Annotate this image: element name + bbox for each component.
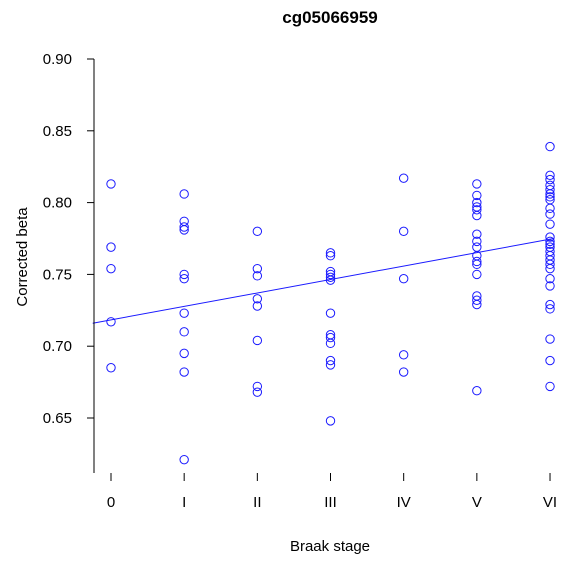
data-point [325,269,336,280]
data-point [545,355,555,366]
x-axis-ticks: 0 I II III IV V VI [107,473,557,511]
data-point [252,381,263,392]
x-tick-label: 0 [107,494,115,511]
data-point [545,274,555,284]
data-point [179,189,189,199]
data-point [545,209,555,219]
data-point [472,190,482,201]
data-point [545,381,555,392]
data-point [398,226,409,237]
data-point [179,269,189,280]
data-point [545,263,555,274]
data-point [545,192,555,202]
data-point [545,174,555,185]
data-point [545,170,555,181]
y-tick-label: 0.85 [43,123,72,140]
data-point [179,225,189,235]
data-point [545,141,555,152]
data-point [545,304,555,314]
data-point [472,242,482,252]
data-point [252,294,263,304]
y-tick-label: 0.80 [43,195,72,212]
data-point [325,338,336,349]
data-point [179,454,189,465]
data-point [179,327,189,337]
data-point [545,184,555,195]
x-tick-label: III [324,494,337,511]
data-point [325,248,336,258]
data-point [545,239,555,249]
data-point [252,301,263,311]
data-point [472,269,482,280]
data-point [472,236,482,247]
data-point [325,275,336,285]
data-point [472,256,482,267]
data-point [179,348,189,359]
data-point [472,295,482,305]
data-point [398,274,409,284]
data-point [179,222,189,232]
data-point [545,219,555,229]
data-point [545,203,555,214]
data-point [325,308,336,318]
data-point [179,308,189,318]
data-point [325,272,336,282]
x-axis-title: Braak stage [290,538,370,555]
data-point [545,189,555,199]
y-tick-label: 0.75 [43,266,72,283]
data-point [472,259,482,270]
x-tick-label: I [182,494,186,511]
data-point [252,335,263,346]
data-point [545,259,555,270]
data-point [325,251,336,261]
data-point [252,387,263,397]
data-point [106,317,116,327]
data-point [252,226,263,237]
data-point [106,263,116,274]
data-point [545,232,555,242]
data-point [398,350,409,360]
plot-area [92,141,555,465]
x-tick-label: IV [397,494,411,511]
data-point [325,332,336,343]
data-point [325,355,336,366]
data-point [325,360,336,370]
data-point [472,386,482,396]
y-tick-label: 0.70 [43,338,72,355]
data-point [472,299,482,310]
data-point [106,363,116,373]
data-point [252,263,263,274]
y-tick-label: 0.90 [43,51,72,68]
data-point [545,334,555,344]
data-point [472,179,482,189]
x-tick-label: VI [543,494,557,511]
y-axis-ticks: 0.65 0.70 0.75 0.80 0.85 0.90 [43,51,94,427]
data-point [106,179,116,189]
data-point [472,210,482,221]
data-point [472,205,482,215]
data-point [472,229,482,239]
data-point [106,242,116,252]
data-point [398,173,409,183]
chart-title: cg05066959 [282,8,377,27]
data-point [545,299,555,310]
data-point [545,281,555,291]
data-point [252,271,263,281]
data-point [179,367,189,377]
y-axis-title: Corrected beta [14,207,31,307]
data-point [472,197,482,208]
regression-line [92,238,554,324]
data-point [398,367,409,377]
data-point [179,274,189,284]
x-tick-label: II [253,494,261,511]
x-tick-label: V [472,494,482,511]
data-point [325,416,336,426]
y-tick-label: 0.65 [43,410,72,427]
data-point [545,236,555,247]
